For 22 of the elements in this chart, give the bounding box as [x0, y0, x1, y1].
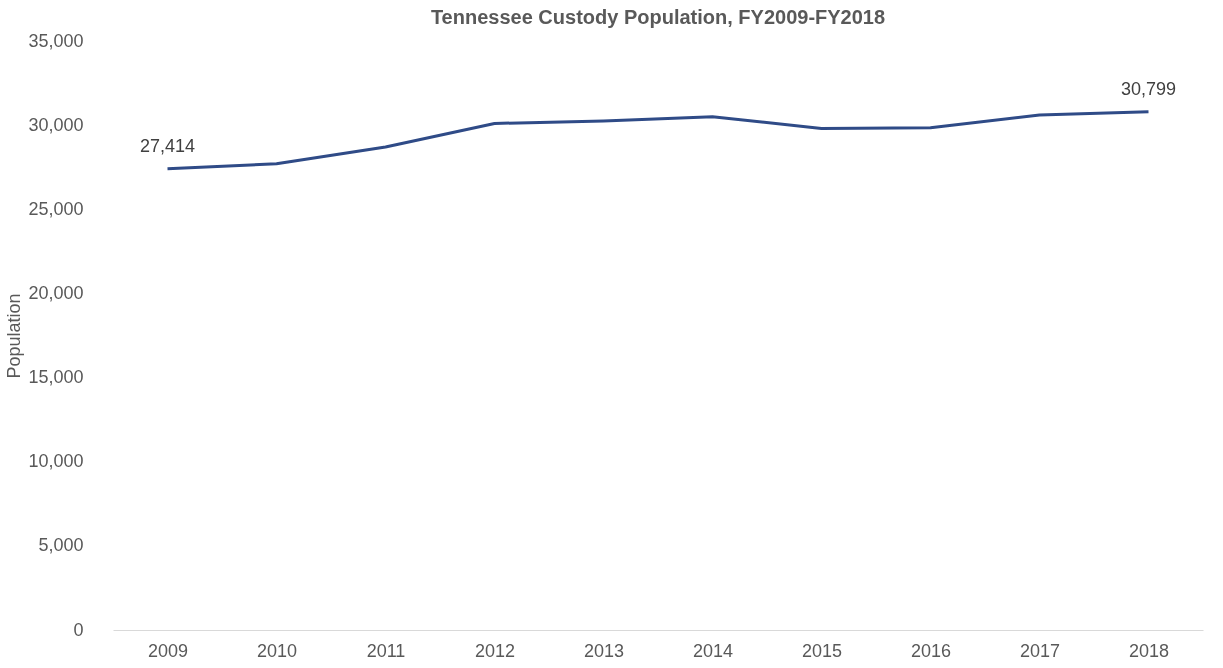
chart-title: Tennessee Custody Population, FY2009-FY2018: [430, 6, 886, 28]
x-tick-label: 2013: [583, 640, 625, 661]
y-tick-label: 25,000: [28, 198, 84, 219]
x-tick-label: 2011: [366, 640, 406, 661]
x-tick-label: 2017: [1019, 640, 1061, 661]
x-tick-label: 2012: [474, 640, 516, 661]
data-label: 30,799: [1120, 78, 1177, 99]
x-tick-label: 2015: [801, 640, 843, 661]
y-tick-label: 35,000: [28, 30, 84, 51]
y-tick-label: 20,000: [28, 282, 84, 303]
x-tick-label: 2009: [147, 640, 189, 661]
data-label: 27,414: [139, 135, 196, 156]
y-tick-label: 0: [73, 619, 84, 640]
x-tick-label: 2018: [1128, 640, 1170, 661]
x-tick-label: 2010: [256, 640, 298, 661]
y-tick-label: 10,000: [28, 451, 84, 472]
x-tick-label: 2016: [910, 640, 952, 661]
y-tick-label: 30,000: [28, 114, 84, 135]
y-axis-title: Population: [4, 293, 25, 379]
x-tick-label: 2014: [692, 640, 734, 661]
y-tick-label: 15,000: [28, 367, 84, 388]
y-tick-label: 5,000: [38, 535, 84, 556]
